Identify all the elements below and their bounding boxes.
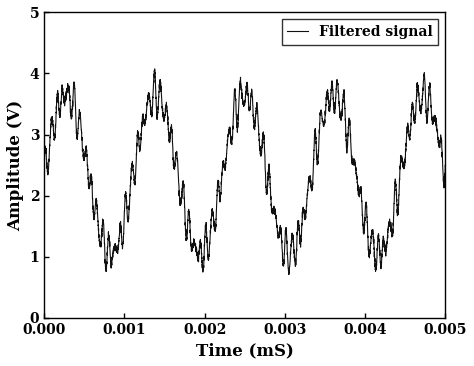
Filtered signal — [232, 89, 237, 93]
Filtered signal — [152, 67, 157, 71]
X-axis label: Time (mS): Time (mS) — [196, 342, 294, 359]
Y-axis label: Amplitude (V): Amplitude (V) — [7, 100, 24, 231]
Filtered signal — [210, 210, 216, 214]
Filtered signal — [410, 108, 416, 113]
Line: Filtered signal: Filtered signal — [44, 69, 446, 274]
Legend: Filtered signal: Filtered signal — [282, 19, 438, 45]
Filtered signal — [443, 164, 448, 168]
Filtered signal — [333, 96, 338, 100]
Filtered signal — [41, 163, 47, 168]
Filtered signal — [286, 272, 292, 277]
Filtered signal — [213, 217, 219, 221]
Filtered signal — [430, 121, 436, 125]
